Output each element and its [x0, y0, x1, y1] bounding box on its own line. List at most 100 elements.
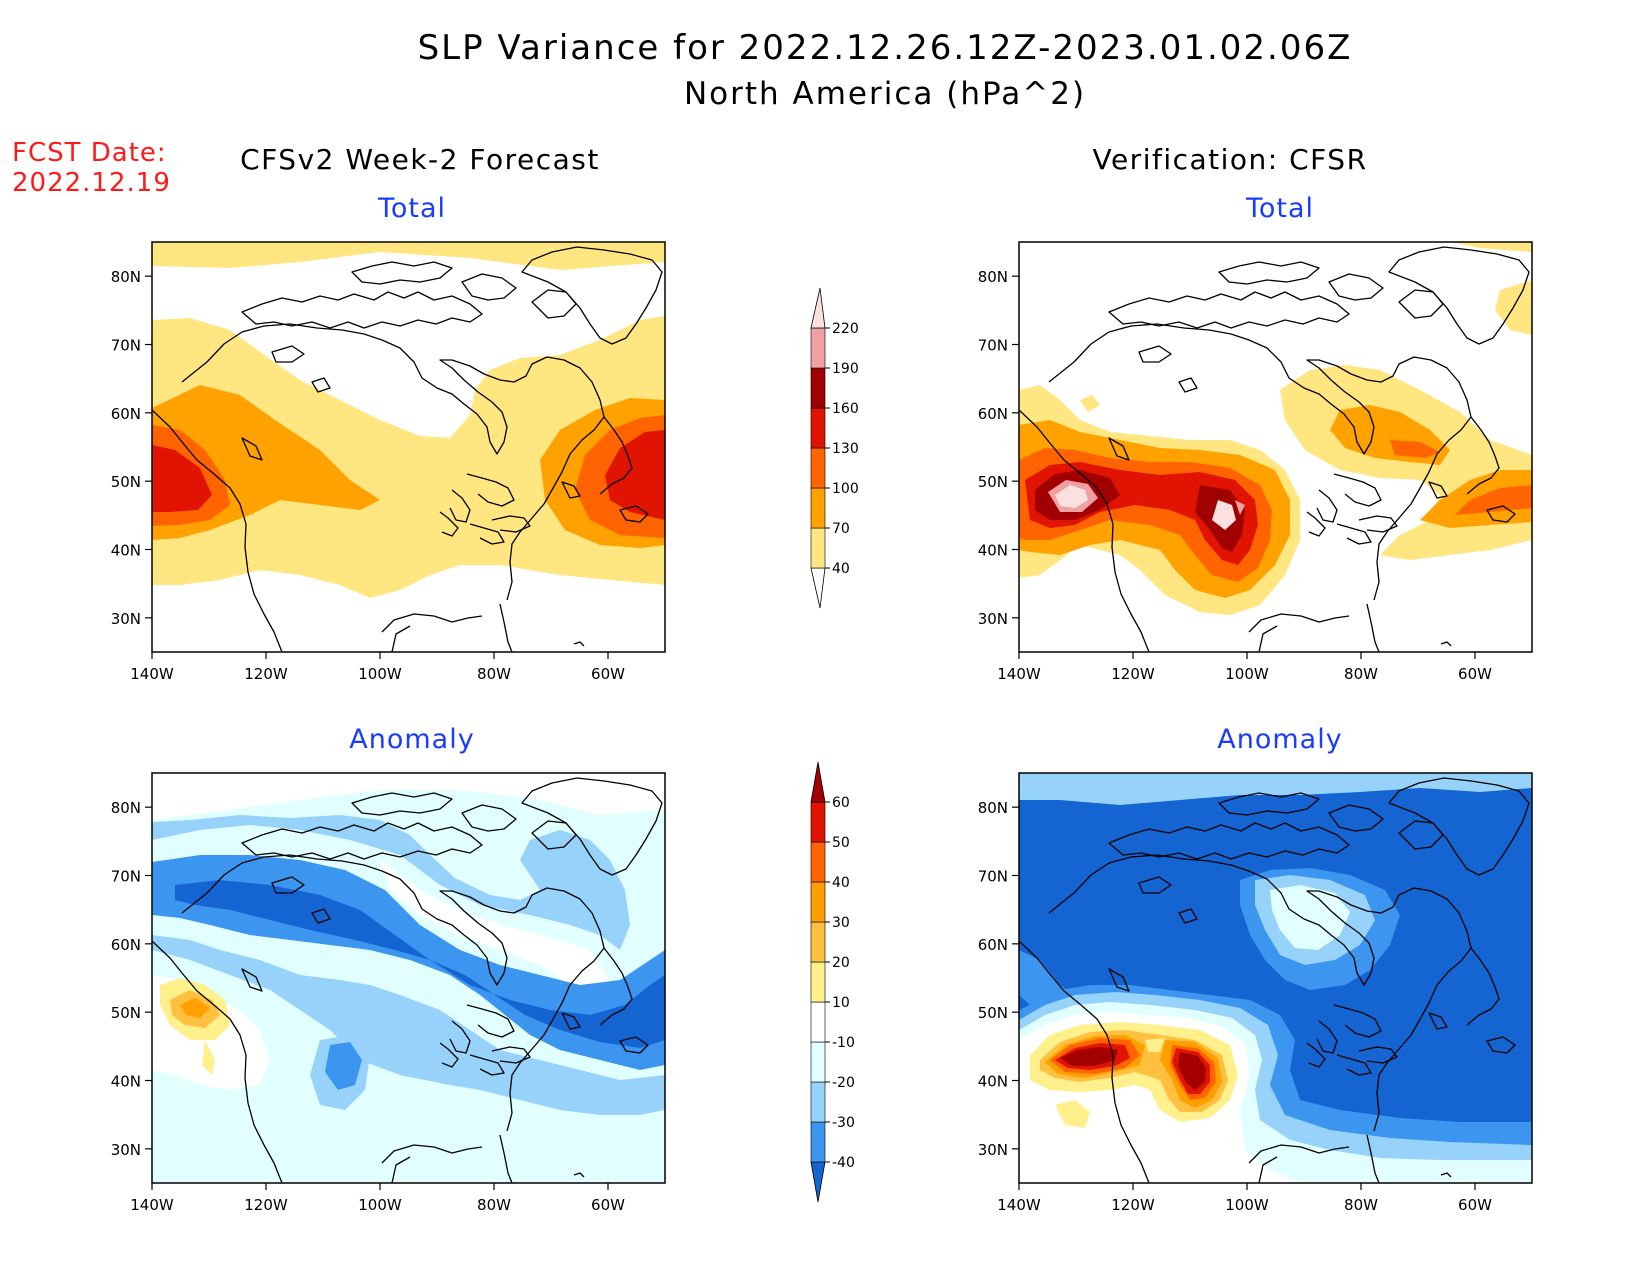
lat-tick-label: 80N [978, 799, 1008, 817]
colorbar-label: 70 [832, 521, 850, 537]
lon-tick-label: 60W [591, 665, 625, 683]
lon-tick-label: 120W [1111, 1196, 1155, 1214]
lat-tick-label: 70N [978, 337, 1008, 355]
lon-tick-label: 100W [1225, 665, 1269, 683]
lon-tick-label: 120W [1111, 665, 1155, 683]
frame-verification-anomaly [1018, 772, 1533, 1184]
colorbar-label: 220 [832, 321, 859, 337]
lat-tick-label: 50N [978, 1004, 1008, 1022]
lon-tick-label: 100W [358, 1196, 402, 1214]
colorbar-swatch [810, 921, 826, 963]
lon-tick-label: 80W [477, 1196, 511, 1214]
colorbar-swatch [810, 327, 826, 369]
lat-tick-label: 80N [111, 799, 141, 817]
colorbar-anomaly: -40 -30 -20 -10 10 20 30 40 50 60 [810, 761, 855, 1203]
lat-tick-label: 60N [978, 405, 1008, 423]
lon-tick-label: 80W [477, 665, 511, 683]
colorbar-swatch [810, 447, 826, 489]
fcst-date: 2022.12.19 [12, 168, 171, 198]
colorbar-label: 190 [832, 361, 859, 377]
lat-tick-label: 70N [978, 868, 1008, 886]
lon-tick-label: 60W [1458, 1196, 1492, 1214]
colorbar-label: 100 [832, 481, 859, 497]
frame-verification-total [1018, 241, 1533, 653]
lat-tick-label: 40N [111, 542, 141, 560]
lon-tick-label: 80W [1344, 1196, 1378, 1214]
lon-tick-label: 140W [997, 665, 1041, 683]
colorbar-swatch [810, 961, 826, 1003]
lon-tick-label: 140W [130, 665, 174, 683]
map-forecast-total [152, 242, 665, 652]
lon-tick-label: 60W [591, 1196, 625, 1214]
chart-title: SLP Variance for 2022.12.26.12Z-2023.01.… [417, 28, 1353, 68]
colorbar-swatch [810, 1161, 826, 1203]
colorbar-swatch [810, 801, 826, 843]
colorbar-label: -40 [832, 1155, 855, 1171]
colorbar-swatch [810, 1001, 826, 1043]
colorbar-label: 160 [832, 401, 859, 417]
lat-tick-label: 30N [111, 610, 141, 628]
axes-layer: 140W 120W 100W 80W 60W 80N 70N 60N 50N 40N 30N 140W… [111, 268, 1492, 1214]
colorbar-swatch [810, 367, 826, 409]
lon-tick-label: 120W [244, 1196, 288, 1214]
colorbar-swatch [810, 1081, 826, 1123]
fcst-label: FCST Date: [12, 138, 167, 168]
lon-tick-label: 60W [1458, 665, 1492, 683]
lon-tick-label: 140W [130, 1196, 174, 1214]
colorbar-label: 10 [832, 995, 850, 1011]
colorbar-swatch [810, 1121, 826, 1163]
colorbar-swatch [810, 487, 826, 529]
colorbar-swatch [810, 881, 826, 923]
panel-title-forecast-total: Total [377, 193, 447, 224]
lat-tick-label: 30N [978, 610, 1008, 628]
colorbar-label: 130 [832, 441, 859, 457]
colorbar-swatch [810, 407, 826, 449]
lat-tick-label: 50N [111, 1004, 141, 1022]
frame-forecast-total [151, 241, 666, 653]
lon-tick-label: 80W [1344, 665, 1378, 683]
colorbar-label: 50 [832, 835, 850, 851]
colorbar-label: 30 [832, 915, 850, 931]
colorbar-swatch [810, 841, 826, 883]
lat-tick-label: 80N [111, 268, 141, 286]
colorbar-total: 40 70 100 130 160 190 220 [810, 287, 859, 609]
lon-tick-label: 100W [1225, 1196, 1269, 1214]
lat-tick-label: 30N [111, 1141, 141, 1159]
colorbar-swatch [810, 287, 826, 329]
lat-tick-label: 30N [978, 1141, 1008, 1159]
map-verification-anomaly [1019, 773, 1532, 1183]
colorbar-label: 20 [832, 955, 850, 971]
frame-forecast-anomaly [151, 772, 666, 1184]
lon-tick-label: 120W [244, 665, 288, 683]
lat-tick-label: 50N [111, 473, 141, 491]
lat-tick-label: 80N [978, 268, 1008, 286]
lat-tick-label: 70N [111, 337, 141, 355]
colorbar-label: 60 [832, 795, 850, 811]
lat-tick-label: 60N [978, 936, 1008, 954]
colorbar-label: -20 [832, 1075, 855, 1091]
right-column-title: Verification: CFSR [1092, 143, 1368, 176]
lat-tick-label: 50N [978, 473, 1008, 491]
colorbar-label: 40 [832, 875, 850, 891]
colorbar-swatch [810, 567, 826, 609]
map-verification-total [1019, 242, 1532, 652]
left-column-title: CFSv2 Week-2 Forecast [240, 143, 600, 176]
colorbar-swatch [810, 1041, 826, 1083]
colorbar-label: -10 [832, 1035, 855, 1051]
colorbar-swatch [810, 527, 826, 569]
colorbar-label: 40 [832, 561, 850, 577]
lat-tick-label: 60N [111, 405, 141, 423]
lat-tick-label: 40N [978, 542, 1008, 560]
lon-tick-label: 140W [997, 1196, 1041, 1214]
panel-title-verification-anomaly: Anomaly [1217, 724, 1343, 755]
lat-tick-label: 70N [111, 868, 141, 886]
panel-title-forecast-anomaly: Anomaly [349, 724, 475, 755]
colorbar-swatch [810, 761, 826, 803]
lat-tick-label: 40N [978, 1073, 1008, 1091]
chart-subtitle: North America (hPa^2) [683, 76, 1087, 112]
lat-tick-label: 40N [111, 1073, 141, 1091]
panel-title-verification-total: Total [1245, 193, 1315, 224]
colorbar-label: -30 [832, 1115, 855, 1131]
map-forecast-anomaly [152, 773, 665, 1183]
